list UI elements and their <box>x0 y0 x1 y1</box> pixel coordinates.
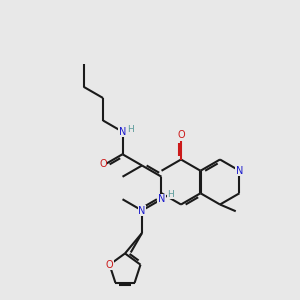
Text: H: H <box>167 190 174 199</box>
Text: N: N <box>158 194 165 204</box>
Text: N: N <box>119 127 126 137</box>
Text: O: O <box>106 260 113 270</box>
Text: H: H <box>127 125 134 134</box>
Text: N: N <box>236 166 243 176</box>
Text: N: N <box>138 206 146 215</box>
Text: O: O <box>177 130 185 140</box>
Text: O: O <box>99 159 107 170</box>
